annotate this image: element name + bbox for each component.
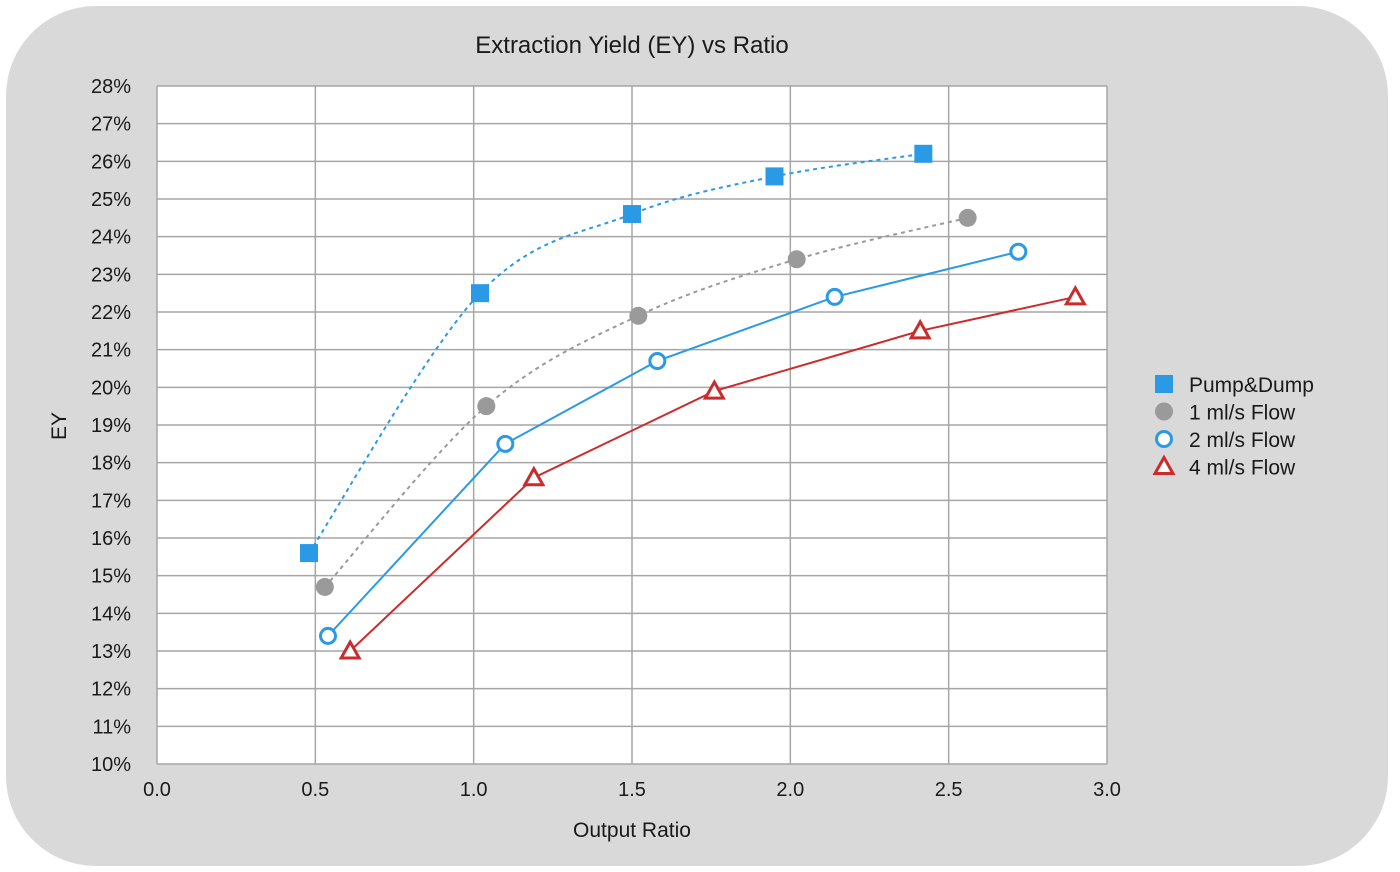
legend-label: 1 ml/s Flow xyxy=(1189,402,1296,425)
legend-marker xyxy=(1155,375,1173,393)
data-point xyxy=(1063,284,1087,306)
y-tick-label: 22% xyxy=(91,302,131,324)
y-tick-label: 20% xyxy=(91,377,131,399)
legend-item: Pump&Dump xyxy=(1155,374,1314,397)
y-tick-label: 15% xyxy=(91,566,131,588)
x-axis-ticks: 0.0 0.5 1.0 1.5 2.0 2.5 3.0 xyxy=(143,779,1121,801)
legend: Pump&Dump 1 ml/s Flow 2 ml/s Flow 4 ml/s Fl… xyxy=(1152,374,1314,480)
x-tick-label: 1.0 xyxy=(460,779,488,801)
series-2 xyxy=(315,208,977,596)
y-tick-label: 28% xyxy=(91,76,131,98)
y-tick-label: 17% xyxy=(91,490,131,512)
data-point xyxy=(315,577,334,596)
x-tick-label: 0.0 xyxy=(143,779,171,801)
y-axis-ticks: 10% 11% 12% 13% 14% 15% 16% 17% 18% 19% 20% 21% 22% 2… xyxy=(91,76,131,776)
data-point xyxy=(496,434,515,453)
data-point xyxy=(1009,242,1028,261)
data-point xyxy=(648,351,667,370)
data-point xyxy=(958,208,977,227)
data-point xyxy=(522,465,546,487)
legend-label: Pump&Dump xyxy=(1189,374,1314,397)
legend-item: 2 ml/s Flow xyxy=(1155,429,1296,452)
data-point xyxy=(914,144,933,163)
legend-label: 2 ml/s Flow xyxy=(1189,429,1296,452)
x-axis-label: Output Ratio xyxy=(573,819,691,842)
legend-marker xyxy=(1152,454,1176,475)
y-tick-label: 14% xyxy=(91,603,131,625)
series-layer xyxy=(300,144,1087,660)
y-tick-label: 19% xyxy=(91,415,131,437)
x-tick-label: 2.0 xyxy=(776,779,804,801)
y-tick-label: 21% xyxy=(91,340,131,362)
y-tick-label: 11% xyxy=(92,716,131,738)
data-point xyxy=(765,167,784,186)
data-point xyxy=(338,638,362,660)
data-point xyxy=(702,379,726,400)
x-tick-label: 3.0 xyxy=(1093,779,1121,801)
grid-lines xyxy=(156,85,1108,765)
series-1 xyxy=(300,144,933,563)
series-4 xyxy=(338,284,1087,660)
data-point xyxy=(787,250,806,269)
x-tick-label: 1.5 xyxy=(618,779,646,801)
data-point xyxy=(629,306,648,325)
data-point xyxy=(319,626,337,645)
y-tick-label: 18% xyxy=(91,453,131,475)
data-point xyxy=(623,205,641,224)
y-tick-label: 16% xyxy=(91,528,131,550)
data-point xyxy=(477,397,496,416)
data-point xyxy=(471,284,489,303)
data-point xyxy=(300,544,318,563)
legend-marker xyxy=(1155,430,1173,448)
y-tick-label: 12% xyxy=(91,679,131,701)
y-tick-label: 25% xyxy=(91,189,131,211)
x-tick-label: 2.5 xyxy=(935,779,963,801)
chart-title: Extraction Yield (EY) vs Ratio xyxy=(475,32,788,59)
y-tick-label: 24% xyxy=(91,227,131,249)
data-point xyxy=(908,318,932,340)
legend-item: 1 ml/s Flow xyxy=(1155,402,1296,425)
y-axis-label: EY xyxy=(48,412,71,440)
legend-marker xyxy=(1155,402,1173,421)
data-point xyxy=(825,287,844,306)
legend-item: 4 ml/s Flow xyxy=(1152,454,1296,480)
y-tick-label: 27% xyxy=(91,114,131,136)
legend-label: 4 ml/s Flow xyxy=(1189,457,1296,480)
y-tick-label: 23% xyxy=(91,264,131,286)
y-tick-label: 26% xyxy=(91,151,131,173)
x-tick-label: 0.5 xyxy=(301,779,329,801)
y-tick-label: 10% xyxy=(91,754,131,776)
series-3 xyxy=(319,242,1028,645)
y-tick-label: 13% xyxy=(91,641,131,663)
